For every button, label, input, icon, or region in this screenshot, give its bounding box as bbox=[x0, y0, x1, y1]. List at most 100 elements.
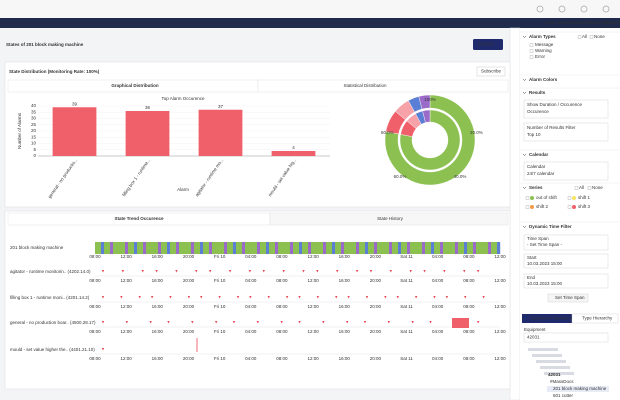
alarm-marker bbox=[411, 321, 414, 324]
tab[interactable] bbox=[269, 212, 509, 226]
tree-item[interactable]: 601 cutter bbox=[553, 393, 574, 398]
checkbox[interactable] bbox=[574, 186, 579, 190]
state-segment bbox=[110, 242, 114, 254]
alarm-marker bbox=[336, 270, 339, 273]
time-tick-label: 04:00 bbox=[432, 254, 444, 259]
state-segment bbox=[383, 242, 387, 254]
checkbox[interactable] bbox=[525, 196, 530, 200]
alarm-marker bbox=[101, 296, 105, 299]
state-segment bbox=[398, 242, 402, 254]
section-header[interactable]: Calendar bbox=[529, 152, 549, 157]
set-button[interactable] bbox=[547, 293, 589, 303]
state-segment bbox=[380, 242, 384, 254]
state-segment bbox=[164, 242, 168, 254]
tree-item[interactable]: 201 block making machine bbox=[553, 386, 607, 391]
state-segment bbox=[167, 242, 171, 254]
checkbox[interactable] bbox=[577, 35, 582, 39]
state-segment bbox=[182, 242, 186, 254]
panel-text: Message bbox=[535, 42, 554, 47]
time-tick-label: 04:00 bbox=[245, 356, 257, 361]
side-panel bbox=[520, 28, 620, 400]
tree-item[interactable]: 42031 bbox=[548, 372, 561, 377]
input-box[interactable] bbox=[523, 273, 609, 289]
state-segment bbox=[224, 242, 228, 254]
alarm-marker bbox=[167, 321, 170, 324]
alarm-marker bbox=[365, 296, 369, 299]
tab-label[interactable]: State Trend Occurence bbox=[114, 216, 164, 221]
subscribe-label[interactable]: Subscribe bbox=[481, 69, 502, 74]
tree-item[interactable]: #MassDocs bbox=[550, 379, 574, 384]
state-segment bbox=[458, 242, 462, 254]
state-segment bbox=[329, 242, 333, 254]
user-link[interactable]: A.MAN@MEGA-GROUP.COM bbox=[568, 20, 620, 25]
time-tick-label: 04:00 bbox=[432, 304, 444, 309]
tab-label[interactable]: Graphical Distribution bbox=[111, 83, 159, 88]
state-segment bbox=[461, 242, 465, 254]
time-tick-label: 08:00 bbox=[89, 329, 101, 334]
alarm-marker bbox=[125, 321, 129, 324]
tab-label[interactable]: Type Hierarchy bbox=[582, 316, 613, 321]
card-heading: State Distribution (Monitoring Rate: 100… bbox=[9, 69, 100, 74]
y-tick-label: 15 bbox=[31, 134, 37, 139]
input-box[interactable] bbox=[523, 253, 609, 269]
refresh-label[interactable]: Refresh bbox=[478, 42, 494, 47]
panel-text: - Set Time Span - bbox=[527, 242, 563, 247]
input-box[interactable] bbox=[523, 99, 609, 119]
toolbar-icon[interactable] bbox=[558, 5, 566, 13]
alarm-marker bbox=[232, 321, 236, 324]
checkbox[interactable] bbox=[529, 43, 534, 47]
section-header[interactable]: Alarm Types bbox=[529, 34, 556, 39]
toolbar-icon[interactable] bbox=[536, 5, 544, 13]
axis-label: Number of Alarms bbox=[17, 112, 22, 149]
checkbox[interactable] bbox=[529, 55, 534, 59]
state-segment bbox=[278, 242, 282, 254]
panel-text: Equipment bbox=[524, 327, 546, 332]
input-box[interactable] bbox=[523, 122, 609, 142]
state-segment bbox=[419, 242, 423, 254]
input-box[interactable] bbox=[523, 161, 609, 181]
tab[interactable] bbox=[257, 79, 509, 93]
state-segment bbox=[215, 242, 219, 254]
alarm-marker bbox=[396, 296, 399, 299]
input-box[interactable] bbox=[523, 332, 609, 343]
panel-text: All bbox=[579, 185, 584, 190]
checkbox[interactable] bbox=[525, 205, 530, 209]
state-segment bbox=[122, 242, 126, 254]
state-segment bbox=[377, 242, 381, 254]
alarm-marker bbox=[389, 270, 393, 273]
panel-text: Show Duration / Occurence bbox=[527, 102, 583, 107]
bar bbox=[52, 107, 97, 156]
checkbox[interactable] bbox=[589, 35, 594, 39]
section-header[interactable]: Series bbox=[529, 185, 543, 190]
alarm-marker bbox=[463, 270, 466, 273]
tab[interactable] bbox=[571, 313, 619, 324]
state-segment bbox=[104, 242, 108, 254]
tab-label[interactable]: State History bbox=[377, 216, 404, 221]
state-segment bbox=[209, 242, 213, 254]
checkbox[interactable] bbox=[587, 186, 592, 190]
tab-label[interactable]: Equipment Hierarchy bbox=[530, 316, 573, 321]
alarm-marker bbox=[443, 270, 446, 273]
checkbox[interactable] bbox=[567, 196, 572, 200]
panel-text: Number of Results Filter bbox=[527, 125, 576, 130]
time-tick-label: 16:00 bbox=[339, 304, 351, 309]
tab-label[interactable]: Statistical Distribution bbox=[343, 83, 387, 88]
state-segment bbox=[425, 242, 429, 254]
refresh-button[interactable] bbox=[473, 39, 503, 50]
input-box[interactable] bbox=[523, 234, 609, 251]
alarm-marker bbox=[302, 270, 305, 273]
section-header[interactable]: Alarm Colors bbox=[529, 77, 558, 82]
toolbar-icon[interactable] bbox=[580, 5, 588, 13]
section-header[interactable]: Results bbox=[529, 90, 546, 95]
subscribe-button[interactable] bbox=[476, 66, 506, 77]
alarm-marker bbox=[228, 270, 232, 273]
checkbox[interactable] bbox=[529, 49, 534, 53]
section-header[interactable]: Dynamic Time Filter bbox=[529, 224, 572, 229]
button-label[interactable]: Set Time Span bbox=[555, 295, 585, 300]
checkbox[interactable] bbox=[567, 205, 572, 209]
help-link[interactable]: Help Center bbox=[545, 20, 570, 25]
tab-active[interactable] bbox=[522, 314, 572, 323]
toolbar-icon[interactable] bbox=[602, 5, 610, 13]
state-segment bbox=[488, 242, 492, 254]
